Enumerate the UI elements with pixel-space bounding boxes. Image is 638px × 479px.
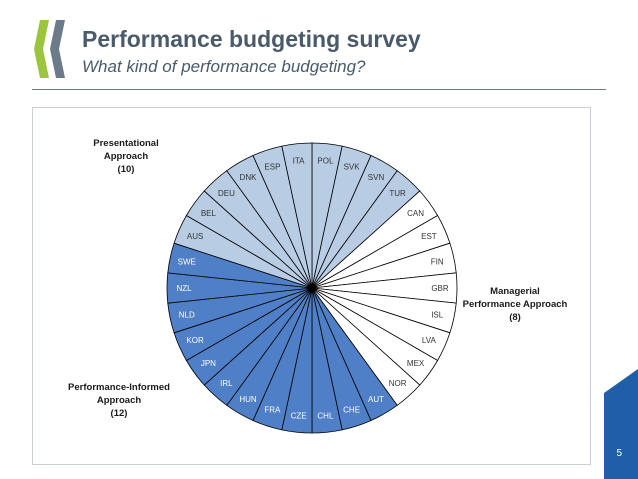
header-divider (32, 89, 606, 90)
slice-label-isl: ISL (431, 311, 444, 320)
slice-label-irl: IRL (220, 379, 233, 388)
slice-label-aut: AUT (368, 395, 384, 404)
pie-slice-ita (281, 142, 313, 289)
corner-accent-icon (604, 369, 638, 479)
slice-label-cze: CZE (291, 411, 307, 420)
slice-label-est: EST (421, 232, 437, 241)
slice-label-aus: AUS (187, 232, 203, 241)
group-label-presentational: Presentational Approach (10) (93, 138, 159, 175)
slice-label-swe: SWE (178, 257, 196, 266)
page-title: Performance budgeting survey (82, 26, 421, 52)
slice-label-nzl: NZL (176, 284, 192, 293)
slice-label-fra: FRA (264, 406, 281, 415)
slice-label-nld: NLD (179, 311, 195, 320)
slice-label-pol: POL (317, 157, 334, 166)
slice-label-hun: HUN (239, 395, 257, 404)
page-subtitle: What kind of performance budgeting? (82, 57, 366, 76)
chart-panel: POL SVK SVN TUR CAN EST FIN GBR ISL LVA MEX NOR AUT C… (32, 107, 591, 465)
group-label-managerial: Managerial Performance Approach (8) (462, 286, 568, 323)
pie-chart: POL SVK SVN TUR CAN EST FIN GBR ISL LVA MEX NOR AUT C… (166, 142, 458, 434)
slice-label-gbr: GBR (431, 284, 449, 293)
slice-label-mex: MEX (407, 359, 425, 368)
slice-label-bel: BEL (201, 209, 217, 218)
slice-label-ita: ITA (293, 157, 306, 166)
slice-label-kor: KOR (186, 336, 204, 345)
slice-label-lva: LVA (422, 336, 437, 345)
slice-label-svn: SVN (368, 173, 385, 182)
slice-label-nor: NOR (389, 379, 407, 388)
slice-label-tur: TUR (389, 189, 406, 198)
slice-label-can: CAN (407, 209, 424, 218)
slice-label-chl: CHL (317, 411, 334, 420)
slice-label-fin: FIN (431, 257, 444, 266)
oecd-logo-icon (34, 20, 65, 78)
group-label-performance-informed: Performance-Informed Approach (12) (68, 382, 170, 419)
slice-label-dnk: DNK (240, 173, 258, 182)
page-number: 5 (616, 448, 622, 459)
slice-label-svk: SVK (344, 162, 361, 171)
slice-label-che: CHE (343, 406, 360, 415)
slice-label-jpn: JPN (201, 359, 216, 368)
slice-label-esp: ESP (264, 162, 280, 171)
slice-label-deu: DEU (218, 189, 235, 198)
